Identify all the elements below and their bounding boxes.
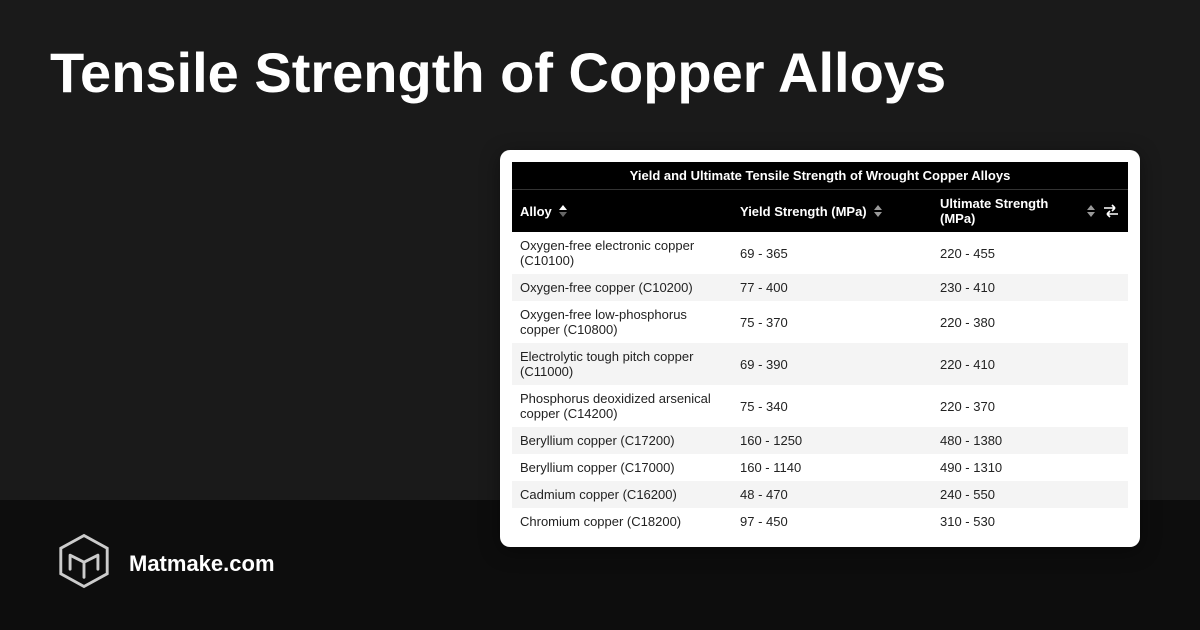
cell-yield: 75 - 370 (740, 315, 940, 330)
column-header-alloy-label: Alloy (520, 204, 552, 219)
table-row: Oxygen-free electronic copper (C10100)69… (512, 232, 1128, 274)
table-row: Chromium copper (C18200)97 - 450310 - 53… (512, 508, 1128, 535)
cell-alloy: Chromium copper (C18200) (520, 514, 740, 529)
cell-alloy: Beryllium copper (C17200) (520, 433, 740, 448)
cell-alloy: Oxygen-free low-phosphorus copper (C1080… (520, 307, 740, 337)
cell-ultimate: 230 - 410 (940, 280, 1096, 295)
cell-alloy: Oxygen-free electronic copper (C10100) (520, 238, 740, 268)
cell-yield: 97 - 450 (740, 514, 940, 529)
cell-yield: 77 - 400 (740, 280, 940, 295)
table-row: Oxygen-free copper (C10200)77 - 400230 -… (512, 274, 1128, 301)
table-body: Oxygen-free electronic copper (C10100)69… (512, 232, 1128, 535)
cell-yield: 160 - 1140 (740, 460, 940, 475)
column-header-alloy[interactable]: Alloy (520, 204, 740, 219)
brand-name: Matmake.com (129, 551, 275, 577)
sort-icon (1086, 205, 1096, 217)
brand: Matmake.com (55, 532, 275, 595)
cell-yield: 69 - 390 (740, 357, 940, 372)
column-header-yield[interactable]: Yield Strength (MPa) (740, 204, 940, 219)
cell-yield: 48 - 470 (740, 487, 940, 502)
cell-yield: 69 - 365 (740, 246, 940, 261)
cell-yield: 160 - 1250 (740, 433, 940, 448)
sort-asc-icon (558, 205, 568, 217)
table-caption: Yield and Ultimate Tensile Strength of W… (512, 162, 1128, 189)
table-row: Electrolytic tough pitch copper (C11000)… (512, 343, 1128, 385)
sort-icon (873, 205, 883, 217)
page-title: Tensile Strength of Copper Alloys (0, 0, 1200, 105)
table-row: Beryllium copper (C17200)160 - 1250480 -… (512, 427, 1128, 454)
column-header-yield-label: Yield Strength (MPa) (740, 204, 867, 219)
cell-alloy: Cadmium copper (C16200) (520, 487, 740, 502)
cell-ultimate: 310 - 530 (940, 514, 1096, 529)
cell-ultimate: 220 - 455 (940, 246, 1096, 261)
swap-columns-button[interactable] (1096, 204, 1120, 218)
cell-ultimate: 220 - 370 (940, 399, 1096, 414)
cell-alloy: Beryllium copper (C17000) (520, 460, 740, 475)
cell-yield: 75 - 340 (740, 399, 940, 414)
table-header-row: Alloy Yield Strength (MPa) Ultimate Stre… (512, 189, 1128, 232)
swap-icon (1103, 204, 1119, 218)
cell-ultimate: 220 - 410 (940, 357, 1096, 372)
table-row: Oxygen-free low-phosphorus copper (C1080… (512, 301, 1128, 343)
table-row: Cadmium copper (C16200)48 - 470240 - 550 (512, 481, 1128, 508)
cell-ultimate: 220 - 380 (940, 315, 1096, 330)
cell-ultimate: 240 - 550 (940, 487, 1096, 502)
brand-logo-icon (55, 532, 113, 595)
cell-ultimate: 480 - 1380 (940, 433, 1096, 448)
column-header-ultimate-label: Ultimate Strength (MPa) (940, 196, 1080, 226)
cell-ultimate: 490 - 1310 (940, 460, 1096, 475)
table-card: Yield and Ultimate Tensile Strength of W… (500, 150, 1140, 547)
column-header-ultimate[interactable]: Ultimate Strength (MPa) (940, 196, 1096, 226)
table-row: Beryllium copper (C17000)160 - 1140490 -… (512, 454, 1128, 481)
table-row: Phosphorus deoxidized arsenical copper (… (512, 385, 1128, 427)
cell-alloy: Electrolytic tough pitch copper (C11000) (520, 349, 740, 379)
cell-alloy: Phosphorus deoxidized arsenical copper (… (520, 391, 740, 421)
cell-alloy: Oxygen-free copper (C10200) (520, 280, 740, 295)
